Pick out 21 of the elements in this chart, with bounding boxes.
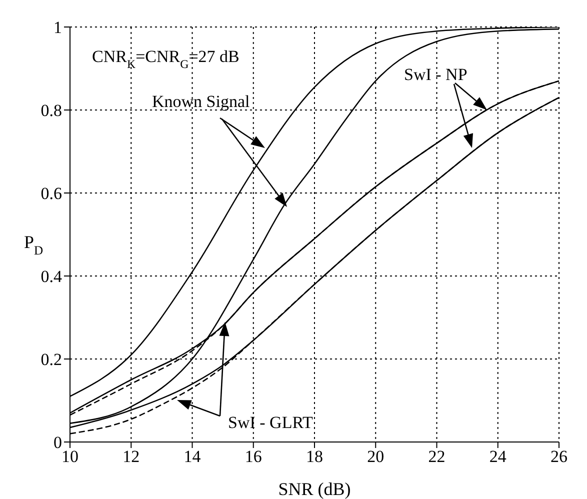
x-tick-label: 24 [489, 447, 507, 466]
annotation: SwI - GLRT [228, 413, 314, 432]
x-tick-label: 14 [184, 447, 202, 466]
y-tick-label: 0.6 [40, 184, 62, 204]
y-tick-label: 0 [54, 433, 62, 452]
x-tick-label: 16 [244, 447, 262, 466]
x-tick-label: 20 [367, 447, 384, 466]
y-tick-label: 0.4 [40, 267, 62, 286]
x-tick-label: 12 [122, 447, 140, 466]
x-axis-title: SNR (dB) [278, 479, 351, 499]
annotation: CNR$_{K}$=CNR$_{G}$=27 dB [92, 47, 240, 71]
x-tick-label: 10 [62, 447, 78, 466]
y-tick-label: 0.2 [40, 350, 62, 370]
x-tick-label: 26 [550, 447, 568, 466]
y-tick-label: 1 [54, 18, 62, 38]
x-tick-label: 18 [306, 447, 323, 466]
x-tick-label: 22 [428, 447, 446, 466]
annotation: SwI - NP [404, 65, 468, 84]
y-axis-title: P$_{D}$ [24, 232, 44, 258]
y-tick-label: 0.8 [40, 101, 62, 120]
annotation: Known Signal [152, 92, 250, 111]
